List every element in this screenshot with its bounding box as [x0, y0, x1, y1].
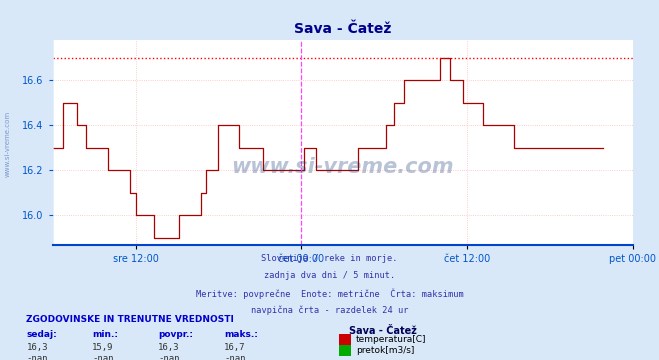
- Text: zadnja dva dni / 5 minut.: zadnja dva dni / 5 minut.: [264, 271, 395, 280]
- Text: 16,7: 16,7: [224, 343, 246, 352]
- Text: pretok[m3/s]: pretok[m3/s]: [356, 346, 415, 355]
- Text: -nan: -nan: [158, 354, 180, 360]
- Text: -nan: -nan: [26, 354, 48, 360]
- Text: 16,3: 16,3: [26, 343, 48, 352]
- Title: Sava - Čatež: Sava - Čatež: [294, 22, 391, 36]
- Text: Slovenija / reke in morje.: Slovenija / reke in morje.: [261, 254, 398, 263]
- Text: navpična črta - razdelek 24 ur: navpična črta - razdelek 24 ur: [251, 306, 408, 315]
- Text: www.si-vreme.com: www.si-vreme.com: [5, 111, 11, 177]
- Text: Sava - Čatež: Sava - Čatež: [349, 326, 417, 336]
- Text: -nan: -nan: [224, 354, 246, 360]
- Text: maks.:: maks.:: [224, 330, 258, 339]
- Text: min.:: min.:: [92, 330, 118, 339]
- Text: temperatura[C]: temperatura[C]: [356, 335, 426, 344]
- Text: 16,3: 16,3: [158, 343, 180, 352]
- Text: -nan: -nan: [92, 354, 114, 360]
- Text: Meritve: povprečne  Enote: metrične  Črta: maksimum: Meritve: povprečne Enote: metrične Črta:…: [196, 288, 463, 299]
- Text: 15,9: 15,9: [92, 343, 114, 352]
- Text: sedaj:: sedaj:: [26, 330, 57, 339]
- Text: povpr.:: povpr.:: [158, 330, 193, 339]
- Text: ZGODOVINSKE IN TRENUTNE VREDNOSTI: ZGODOVINSKE IN TRENUTNE VREDNOSTI: [26, 315, 234, 324]
- Text: www.si-vreme.com: www.si-vreme.com: [231, 157, 454, 177]
